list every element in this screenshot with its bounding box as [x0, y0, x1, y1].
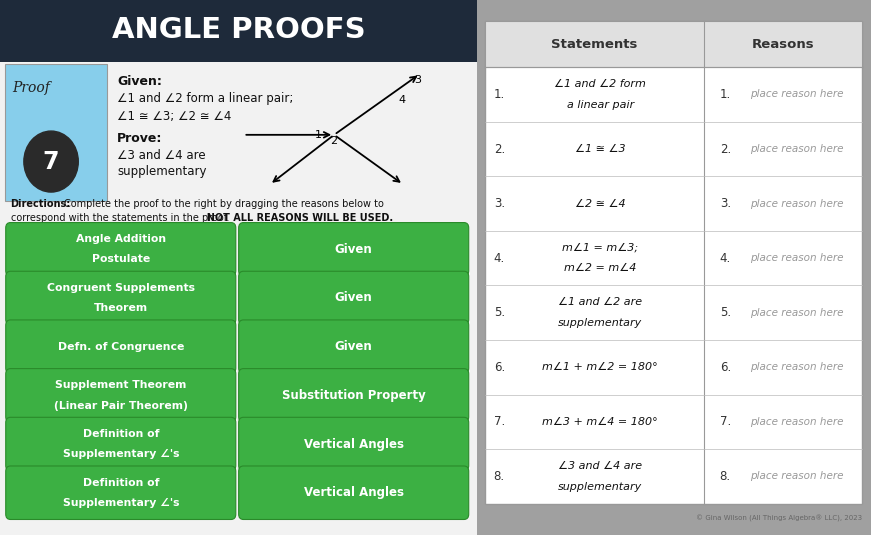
FancyBboxPatch shape — [0, 62, 477, 535]
Text: supplementary: supplementary — [558, 482, 642, 492]
Text: 6.: 6. — [494, 361, 505, 374]
Text: Reasons: Reasons — [752, 37, 814, 51]
Circle shape — [24, 131, 78, 192]
Text: m∠1 + m∠2 = 180°: m∠1 + m∠2 = 180° — [543, 362, 658, 372]
Text: ∠1 ≅ ∠3; ∠2 ≅ ∠4: ∠1 ≅ ∠3; ∠2 ≅ ∠4 — [117, 110, 232, 123]
Text: place reason here: place reason here — [750, 144, 843, 154]
Text: Supplementary ∠'s: Supplementary ∠'s — [63, 449, 179, 459]
Text: place reason here: place reason here — [750, 362, 843, 372]
Text: supplementary: supplementary — [558, 318, 642, 328]
Text: 3: 3 — [415, 75, 422, 85]
Text: 8.: 8. — [494, 470, 505, 483]
FancyBboxPatch shape — [0, 0, 477, 62]
Text: 7.: 7. — [719, 415, 731, 429]
Text: 3.: 3. — [494, 197, 505, 210]
Text: ∠3 and ∠4 are: ∠3 and ∠4 are — [117, 149, 206, 162]
FancyBboxPatch shape — [239, 369, 469, 422]
Text: Supplement Theorem: Supplement Theorem — [55, 380, 186, 390]
Text: m∠2 = m∠4: m∠2 = m∠4 — [564, 263, 637, 273]
Text: Complete the proof to the right by dragging the reasons below to: Complete the proof to the right by dragg… — [64, 199, 384, 209]
Text: ∠2 ≅ ∠4: ∠2 ≅ ∠4 — [575, 198, 625, 209]
Text: correspond with the statements in the proof.: correspond with the statements in the pr… — [10, 213, 232, 223]
Text: supplementary: supplementary — [117, 165, 206, 178]
Text: © Gina Wilson (All Things Algebra® LLC), 2023: © Gina Wilson (All Things Algebra® LLC),… — [696, 515, 862, 522]
Text: 2: 2 — [330, 136, 337, 147]
FancyBboxPatch shape — [239, 223, 469, 276]
Text: Vertical Angles: Vertical Angles — [304, 438, 403, 450]
Text: ∠3 and ∠4 are: ∠3 and ∠4 are — [558, 461, 642, 471]
Text: Statements: Statements — [551, 37, 638, 51]
Text: 2.: 2. — [719, 142, 731, 156]
Text: Substitution Property: Substitution Property — [282, 389, 426, 402]
Text: 8.: 8. — [719, 470, 731, 483]
FancyBboxPatch shape — [6, 223, 236, 276]
FancyBboxPatch shape — [484, 21, 862, 504]
Text: ∠1 and ∠2 form a linear pair;: ∠1 and ∠2 form a linear pair; — [117, 93, 294, 105]
Text: Defn. of Congruence: Defn. of Congruence — [57, 342, 184, 351]
Text: Given:: Given: — [117, 75, 162, 88]
Text: 1.: 1. — [719, 88, 731, 101]
Text: 3.: 3. — [719, 197, 731, 210]
Text: 5.: 5. — [494, 306, 505, 319]
FancyBboxPatch shape — [239, 417, 469, 471]
Text: 1: 1 — [315, 130, 322, 140]
Text: ∠1 and ∠2 are: ∠1 and ∠2 are — [558, 297, 642, 308]
Text: 4.: 4. — [494, 251, 505, 265]
Text: 6.: 6. — [719, 361, 731, 374]
Text: Given: Given — [334, 292, 373, 304]
Text: m∠3 + m∠4 = 180°: m∠3 + m∠4 = 180° — [543, 417, 658, 427]
Text: 7: 7 — [43, 150, 59, 173]
Text: ∠1 ≅ ∠3: ∠1 ≅ ∠3 — [575, 144, 625, 154]
Text: Prove:: Prove: — [117, 132, 162, 144]
FancyBboxPatch shape — [6, 320, 236, 373]
Text: 4.: 4. — [719, 251, 731, 265]
Text: Definition of: Definition of — [83, 429, 159, 439]
Text: Proof: Proof — [12, 81, 50, 95]
Text: place reason here: place reason here — [750, 253, 843, 263]
Text: (Linear Pair Theorem): (Linear Pair Theorem) — [54, 401, 187, 410]
Text: Given: Given — [334, 340, 373, 353]
Text: Definition of: Definition of — [83, 478, 159, 487]
FancyBboxPatch shape — [484, 21, 862, 67]
Text: 1.: 1. — [494, 88, 505, 101]
Text: Theorem: Theorem — [94, 303, 148, 313]
FancyBboxPatch shape — [239, 320, 469, 373]
Text: place reason here: place reason here — [750, 89, 843, 100]
Text: Postulate: Postulate — [91, 255, 150, 264]
Text: a linear pair: a linear pair — [566, 100, 634, 110]
Text: m∠1 = m∠3;: m∠1 = m∠3; — [562, 243, 638, 253]
FancyBboxPatch shape — [6, 417, 236, 471]
FancyBboxPatch shape — [6, 271, 236, 325]
Text: 4: 4 — [399, 95, 406, 105]
Text: ANGLE PROOFS: ANGLE PROOFS — [111, 17, 366, 44]
Text: Given: Given — [334, 243, 373, 256]
Text: NOT ALL REASONS WILL BE USED.: NOT ALL REASONS WILL BE USED. — [10, 213, 393, 223]
FancyBboxPatch shape — [4, 64, 107, 201]
Text: Angle Addition: Angle Addition — [76, 234, 165, 244]
Text: Directions:: Directions: — [10, 199, 71, 209]
Text: place reason here: place reason here — [750, 198, 843, 209]
Text: Supplementary ∠'s: Supplementary ∠'s — [63, 498, 179, 508]
Text: ∠1 and ∠2 form: ∠1 and ∠2 form — [554, 79, 646, 89]
Text: place reason here: place reason here — [750, 308, 843, 318]
Text: 7.: 7. — [494, 415, 505, 429]
Text: place reason here: place reason here — [750, 471, 843, 482]
Text: Vertical Angles: Vertical Angles — [304, 486, 403, 499]
Text: 5.: 5. — [719, 306, 731, 319]
Text: Congruent Supplements: Congruent Supplements — [47, 283, 195, 293]
Text: 2.: 2. — [494, 142, 505, 156]
FancyBboxPatch shape — [239, 466, 469, 519]
Text: place reason here: place reason here — [750, 417, 843, 427]
FancyBboxPatch shape — [239, 271, 469, 325]
FancyBboxPatch shape — [6, 466, 236, 519]
FancyBboxPatch shape — [6, 369, 236, 422]
